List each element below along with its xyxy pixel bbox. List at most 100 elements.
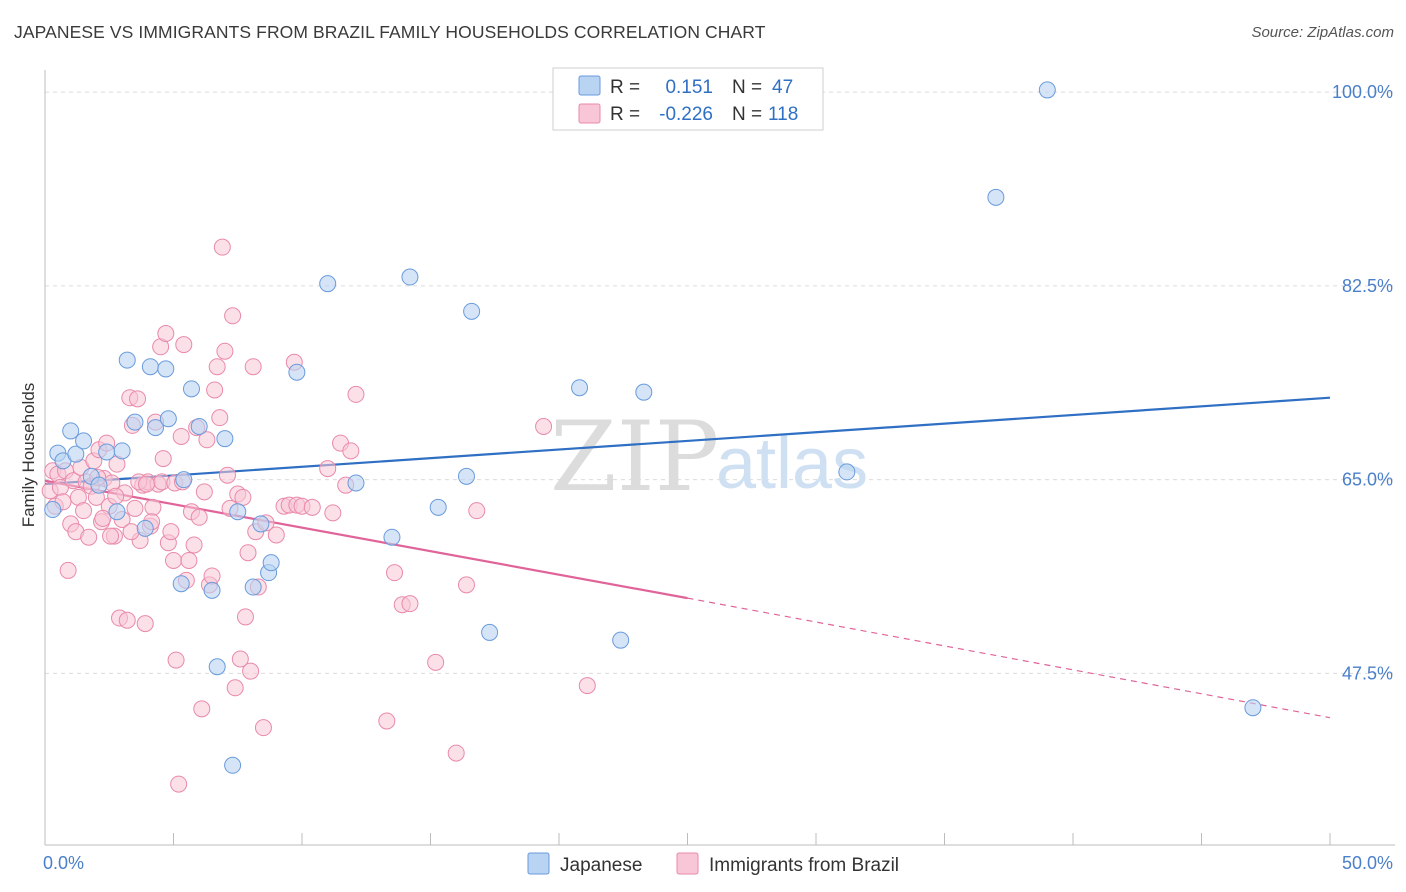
brazil-point-33 (126, 499, 144, 517)
japanese-point-27 (244, 578, 262, 596)
japanese-point-22 (203, 581, 221, 599)
legend-swatch-brazil (578, 103, 601, 124)
legend-n-label-japanese: N = (732, 77, 762, 98)
japanese-point-4 (67, 445, 85, 463)
stats-legend: R = 0.151 N = 47 R = -0.226 N = 118 (552, 67, 824, 131)
brazil-point-71 (224, 307, 242, 325)
japanese-point-15 (147, 419, 165, 437)
brazil-point-100 (401, 595, 419, 613)
brazil-point-68 (216, 342, 234, 360)
japanese-point-13 (136, 519, 154, 537)
brazil-point-60 (195, 483, 213, 501)
brazil-point-54 (180, 551, 198, 569)
brazil-point-51 (172, 427, 190, 445)
brazil-point-109 (102, 527, 120, 545)
y-tick-label-0: 47.5% (1342, 663, 1393, 683)
brazil-point-58 (190, 508, 208, 526)
brazil-point-15 (80, 528, 98, 546)
brazil-point-72 (226, 679, 244, 697)
brazil-point-52 (175, 336, 193, 354)
japanese-trend-line (44, 396, 1331, 486)
japanese-point-35 (401, 268, 419, 286)
brazil-point-65 (208, 358, 226, 376)
legend-r-label-japanese: R = (610, 77, 640, 98)
japanese-point-18 (172, 575, 190, 593)
brazil-trend-line-extrapolated (687, 597, 1331, 719)
brazil-point-91 (319, 460, 337, 478)
watermark: ZIP atlas (550, 401, 868, 513)
japanese-point-23 (208, 658, 226, 676)
japanese-point-30 (262, 554, 280, 572)
legend-r-value-brazil: -0.226 (659, 104, 713, 125)
brazil-point-7 (59, 561, 77, 579)
japanese-point-40 (571, 379, 589, 397)
legend-n-label-brazil: N = (732, 104, 762, 125)
japanese-point-5 (75, 432, 93, 450)
brazil-point-92 (324, 504, 342, 522)
japanese-point-25 (224, 756, 242, 774)
brazil-point-79 (244, 358, 262, 376)
brazil-point-40 (144, 498, 162, 516)
brazil-point-66 (211, 409, 229, 427)
japanese-point-42 (635, 383, 653, 401)
brazil-point-96 (347, 385, 365, 403)
brazil-point-34 (129, 390, 147, 408)
japanese-point-3 (62, 422, 80, 440)
bottom-legend-swatch-japanese (527, 852, 550, 875)
japanese-point-8 (98, 443, 116, 461)
brazil-point-104 (468, 502, 486, 520)
brazil-point-113 (138, 475, 156, 493)
brazil-point-75 (234, 488, 252, 506)
brazil-point-13 (75, 502, 93, 520)
watermark-zip: ZIP (550, 401, 719, 513)
japanese-point-20 (182, 380, 200, 398)
bottom-legend-japanese: Japanese (560, 855, 642, 876)
axes (44, 70, 1395, 846)
japanese-point-43 (838, 463, 856, 481)
brazil-point-76 (236, 608, 254, 626)
brazil-point-59 (193, 700, 211, 718)
japanese-point-38 (463, 302, 481, 320)
legend-swatch-japanese (578, 75, 601, 96)
japanese-point-31 (288, 363, 306, 381)
y-tick-label-1: 65.0% (1342, 470, 1393, 490)
japanese-point-21 (190, 418, 208, 435)
japanese-point-32 (319, 275, 337, 293)
japanese-point-28 (252, 515, 270, 533)
tick-labels: 47.5% 65.0% 82.5% 100.0% 0.0% 50.0% (43, 82, 1393, 873)
brazil-point-84 (267, 526, 285, 544)
japanese-point-39 (481, 623, 499, 641)
japanese-point-46 (1244, 699, 1262, 717)
brazil-point-90 (303, 498, 321, 516)
brazil-point-95 (342, 442, 360, 460)
japanese-point-24 (216, 430, 234, 448)
brazil-point-103 (457, 576, 475, 594)
brazil-point-64 (206, 381, 224, 399)
japanese-point-36 (429, 498, 447, 516)
brazil-point-47 (162, 523, 180, 541)
brazil-point-98 (386, 564, 404, 582)
brazil-point-69 (218, 466, 236, 484)
brazil-point-74 (231, 650, 249, 668)
series-legend: Japanese Immigrants from Brazil (527, 852, 899, 876)
japanese-points (44, 81, 1262, 774)
japanese-point-9 (108, 503, 126, 521)
legend-n-value-japanese: 47 (772, 77, 793, 98)
brazil-point-101 (427, 653, 445, 671)
brazil-point-67 (213, 238, 231, 256)
japanese-point-41 (612, 631, 630, 649)
bottom-legend-brazil: Immigrants from Brazil (709, 855, 899, 876)
brazil-point-48 (165, 551, 182, 569)
brazil-point-63 (203, 567, 221, 585)
japanese-point-0 (44, 501, 62, 519)
japanese-point-44 (987, 188, 1005, 206)
japanese-point-12 (126, 413, 144, 431)
brazil-point-49 (167, 651, 185, 669)
japanese-point-45 (1038, 81, 1056, 99)
legend-r-label-brazil: R = (610, 104, 640, 125)
japanese-point-34 (383, 528, 401, 546)
japanese-point-26 (229, 503, 247, 521)
chart-title: JAPANESE VS IMMIGRANTS FROM BRAZIL FAMIL… (14, 22, 766, 42)
japanese-point-17 (159, 410, 177, 428)
